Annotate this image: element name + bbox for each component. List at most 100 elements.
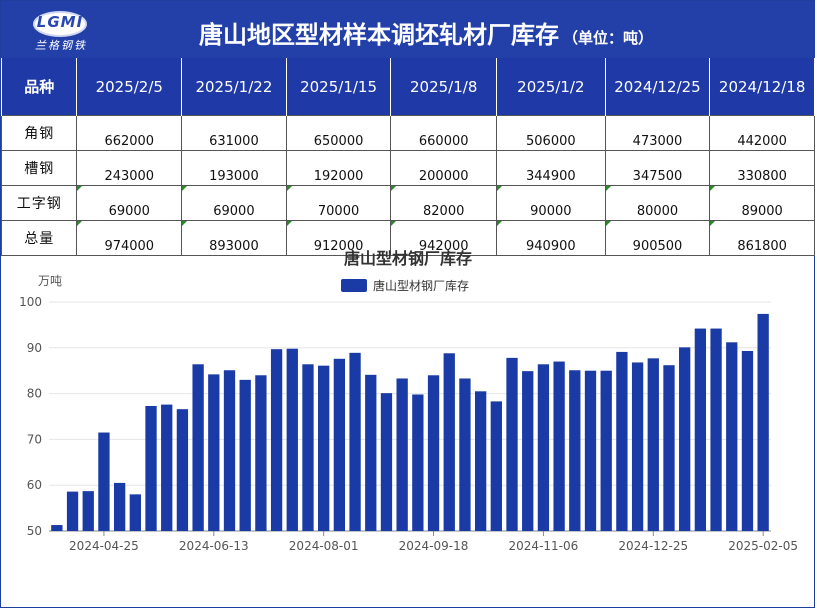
x-tick-label: 2024-06-13 <box>179 539 249 553</box>
bar <box>616 351 628 531</box>
bar <box>270 349 283 531</box>
row-label: 槽钢 <box>0 150 78 186</box>
table-cell: 243000 <box>76 150 183 186</box>
bar <box>318 365 330 531</box>
table-cell: 89000 <box>709 185 815 221</box>
y-tick-label: 60 <box>27 478 42 492</box>
y-tick-label: 100 <box>19 295 42 309</box>
column-header-date: 2025/1/2 <box>496 58 606 116</box>
y-tick-label: 80 <box>27 387 42 401</box>
bar <box>459 378 471 531</box>
cell-marker <box>77 186 83 191</box>
logo-subtitle: 兰格钢铁 <box>35 39 87 52</box>
x-tick-label: 2025-02-05 <box>728 539 798 553</box>
x-tick-label: 2024-08-01 <box>289 539 359 553</box>
table-cell: 347500 <box>604 150 711 186</box>
bar <box>113 482 126 531</box>
column-header-date: 2025/1/8 <box>390 58 498 116</box>
bar <box>663 365 675 531</box>
cell-marker <box>286 186 292 191</box>
bar <box>710 328 722 531</box>
bar <box>600 370 612 531</box>
cell-marker <box>182 221 188 226</box>
row-label: 总量 <box>0 220 78 256</box>
bar <box>694 328 707 531</box>
bar <box>553 361 565 531</box>
bar <box>255 375 267 531</box>
bar <box>427 375 440 531</box>
bar <box>443 353 455 531</box>
column-header-variety: 品种 <box>0 58 78 116</box>
inventory-bar-chart: 唐山型材钢厂库存唐山型材钢厂库存万吨50607080901002024-04-2… <box>19 249 798 553</box>
table-cell: 69000 <box>181 185 287 221</box>
inventory-table: 品种 2025/2/5 2025/1/22 2025/1/15 2025/1/8… <box>0 58 815 256</box>
bar <box>631 362 644 531</box>
title-text: 唐山地区型材样本调坯轧材厂库存 <box>199 21 559 49</box>
lgmi-logo: LGMI 兰格钢铁 <box>23 9 93 52</box>
table-cell: 942000 <box>390 220 498 256</box>
bar <box>192 364 204 531</box>
title-unit: （单位：吨） <box>563 29 654 47</box>
bar <box>333 358 346 531</box>
logo-badge <box>33 11 87 37</box>
y-tick-label: 50 <box>27 524 42 538</box>
bar <box>679 347 691 531</box>
cell-marker <box>77 221 83 226</box>
y-tick-label: 90 <box>27 341 42 355</box>
cell-marker <box>710 221 716 226</box>
table-cell: 861800 <box>709 220 815 256</box>
column-header-date: 2024/12/25 <box>604 58 711 116</box>
bar <box>365 374 377 531</box>
table-cell: 82000 <box>390 185 498 221</box>
page-title: 唐山地区型材样本调坯轧材厂库存 （单位：吨） <box>199 15 653 50</box>
bar <box>161 404 173 531</box>
bar <box>66 491 79 531</box>
logo-brand: LGMI <box>36 13 84 31</box>
bar <box>349 352 361 531</box>
table-cell: 893000 <box>181 220 287 256</box>
cell-marker <box>391 221 397 226</box>
table-cell: 442000 <box>709 115 815 151</box>
cell-marker <box>182 186 188 191</box>
table-cell: 506000 <box>496 115 606 151</box>
bar <box>569 370 581 531</box>
header-bar: LGMI 兰格钢铁 唐山地区型材样本调坯轧材厂库存 （单位：吨） <box>1 1 815 58</box>
table-cell: 473000 <box>604 115 711 151</box>
table-header-row: 品种 2025/2/5 2025/1/22 2025/1/15 2025/1/8… <box>0 58 815 116</box>
bar <box>51 525 63 531</box>
table-row: 槽钢 243000 193000 192000 200000 344900 34… <box>0 150 815 186</box>
x-tick-label: 2024-04-25 <box>69 539 139 553</box>
legend-swatch <box>341 279 367 292</box>
table-cell: 912000 <box>285 220 392 256</box>
table-row: 总量 974000 893000 912000 942000 940900 90… <box>0 220 815 256</box>
table-row: 工字钢 69000 69000 70000 82000 90000 80000 … <box>0 185 815 221</box>
bar <box>726 342 738 531</box>
bar <box>129 494 141 531</box>
table-cell: 330800 <box>709 150 815 186</box>
bar <box>98 432 110 531</box>
bar <box>176 409 189 531</box>
cell-marker <box>286 221 292 226</box>
cell-marker <box>391 186 397 191</box>
column-header-date: 2025/1/22 <box>181 58 287 116</box>
bar <box>302 364 314 531</box>
bar <box>286 348 298 531</box>
y-axis-label: 万吨 <box>38 274 62 288</box>
legend-label: 唐山型材钢厂库存 <box>373 278 469 293</box>
bar <box>380 393 393 531</box>
bar <box>647 358 659 531</box>
table-cell: 90000 <box>496 185 606 221</box>
table-cell: 192000 <box>285 150 392 186</box>
table-cell: 193000 <box>181 150 287 186</box>
column-header-date: 2025/1/15 <box>285 58 392 116</box>
bar <box>412 394 424 531</box>
bar <box>82 491 94 531</box>
table-cell: 70000 <box>285 185 392 221</box>
bar <box>490 401 502 531</box>
table-cell: 650000 <box>285 115 392 151</box>
column-header-date: 2024/12/18 <box>709 58 815 116</box>
cell-marker <box>710 186 716 191</box>
table-cell: 631000 <box>181 115 287 151</box>
table-cell: 940900 <box>496 220 606 256</box>
